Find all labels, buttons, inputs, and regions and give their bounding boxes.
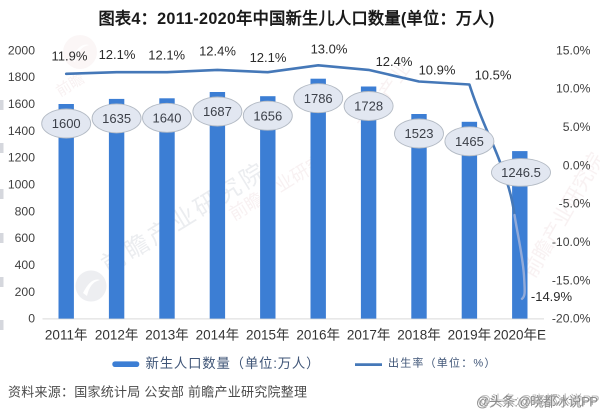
svg-text:11.9%: 11.9%: [52, 49, 88, 64]
svg-text:@头条:@晓都冰说PP: @头条:@晓都冰说PP: [476, 394, 598, 410]
svg-text:15.0%: 15.0%: [556, 43, 591, 57]
svg-text:-20.0%: -20.0%: [552, 312, 591, 326]
svg-text:资料来源：国家统计局 公安部 前瞻产业研究院整理: 资料来源：国家统计局 公安部 前瞻产业研究院整理: [8, 385, 307, 400]
svg-text:5.0%: 5.0%: [563, 120, 591, 134]
svg-text:-15.0%: -15.0%: [552, 273, 591, 287]
svg-text:1687: 1687: [203, 104, 232, 119]
svg-text:-14.9%: -14.9%: [531, 289, 573, 304]
svg-text:2018年: 2018年: [397, 327, 441, 342]
svg-text:12.1%: 12.1%: [250, 50, 287, 65]
svg-text:新生人口数量（单位:万人）: 新生人口数量（单位:万人）: [146, 356, 321, 371]
svg-text:10.5%: 10.5%: [475, 67, 512, 82]
svg-text:2017年: 2017年: [347, 327, 391, 342]
svg-text:1656: 1656: [253, 108, 282, 123]
svg-text:0.0%: 0.0%: [563, 158, 591, 172]
svg-text:400: 400: [15, 258, 36, 272]
svg-text:600: 600: [15, 231, 36, 245]
svg-text:@头条:@晓都冰说PP: @头条:@晓都冰说PP: [478, 392, 600, 408]
svg-text:1728: 1728: [354, 99, 383, 114]
svg-text:13.0%: 13.0%: [311, 41, 348, 56]
svg-text:1246.5: 1246.5: [501, 165, 541, 180]
svg-text:10.0%: 10.0%: [556, 82, 591, 96]
svg-text:200: 200: [15, 285, 36, 299]
svg-text:图表4：2011-2020年中国新生儿人口数量(单位：万人): 图表4：2011-2020年中国新生儿人口数量(单位：万人): [98, 9, 494, 28]
svg-text:2020年E: 2020年E: [494, 327, 547, 342]
svg-text:12.4%: 12.4%: [199, 43, 236, 58]
svg-text:1800: 1800: [8, 70, 35, 84]
svg-text:1640: 1640: [153, 110, 182, 125]
svg-text:1635: 1635: [102, 111, 131, 126]
svg-text:2012年: 2012年: [95, 327, 139, 342]
svg-text:1600: 1600: [8, 97, 35, 111]
svg-text:12.1%: 12.1%: [99, 47, 136, 62]
svg-text:2016年: 2016年: [296, 327, 340, 342]
svg-text:800: 800: [15, 204, 36, 218]
svg-text:1465: 1465: [455, 134, 484, 149]
svg-text:10.9%: 10.9%: [419, 62, 456, 77]
svg-text:2014年: 2014年: [196, 327, 240, 342]
svg-text:0: 0: [28, 312, 35, 326]
svg-text:1400: 1400: [8, 124, 35, 138]
svg-text:1600: 1600: [52, 116, 81, 131]
svg-text:1200: 1200: [8, 151, 35, 165]
svg-text:12.1%: 12.1%: [148, 47, 185, 62]
svg-text:2011年: 2011年: [45, 327, 88, 342]
svg-text:出生率（单位：%）: 出生率（单位：%）: [388, 355, 497, 369]
svg-text:1000: 1000: [8, 178, 35, 192]
svg-text:2000: 2000: [8, 43, 35, 57]
svg-text:12.4%: 12.4%: [376, 54, 413, 69]
svg-text:-10.0%: -10.0%: [552, 235, 591, 249]
svg-text:2013年: 2013年: [145, 327, 189, 342]
svg-text:1786: 1786: [304, 91, 333, 106]
svg-text:1523: 1523: [405, 126, 434, 141]
svg-text:2019年: 2019年: [448, 327, 492, 342]
svg-text:2015年: 2015年: [246, 327, 290, 342]
svg-text:-5.0%: -5.0%: [559, 197, 591, 211]
